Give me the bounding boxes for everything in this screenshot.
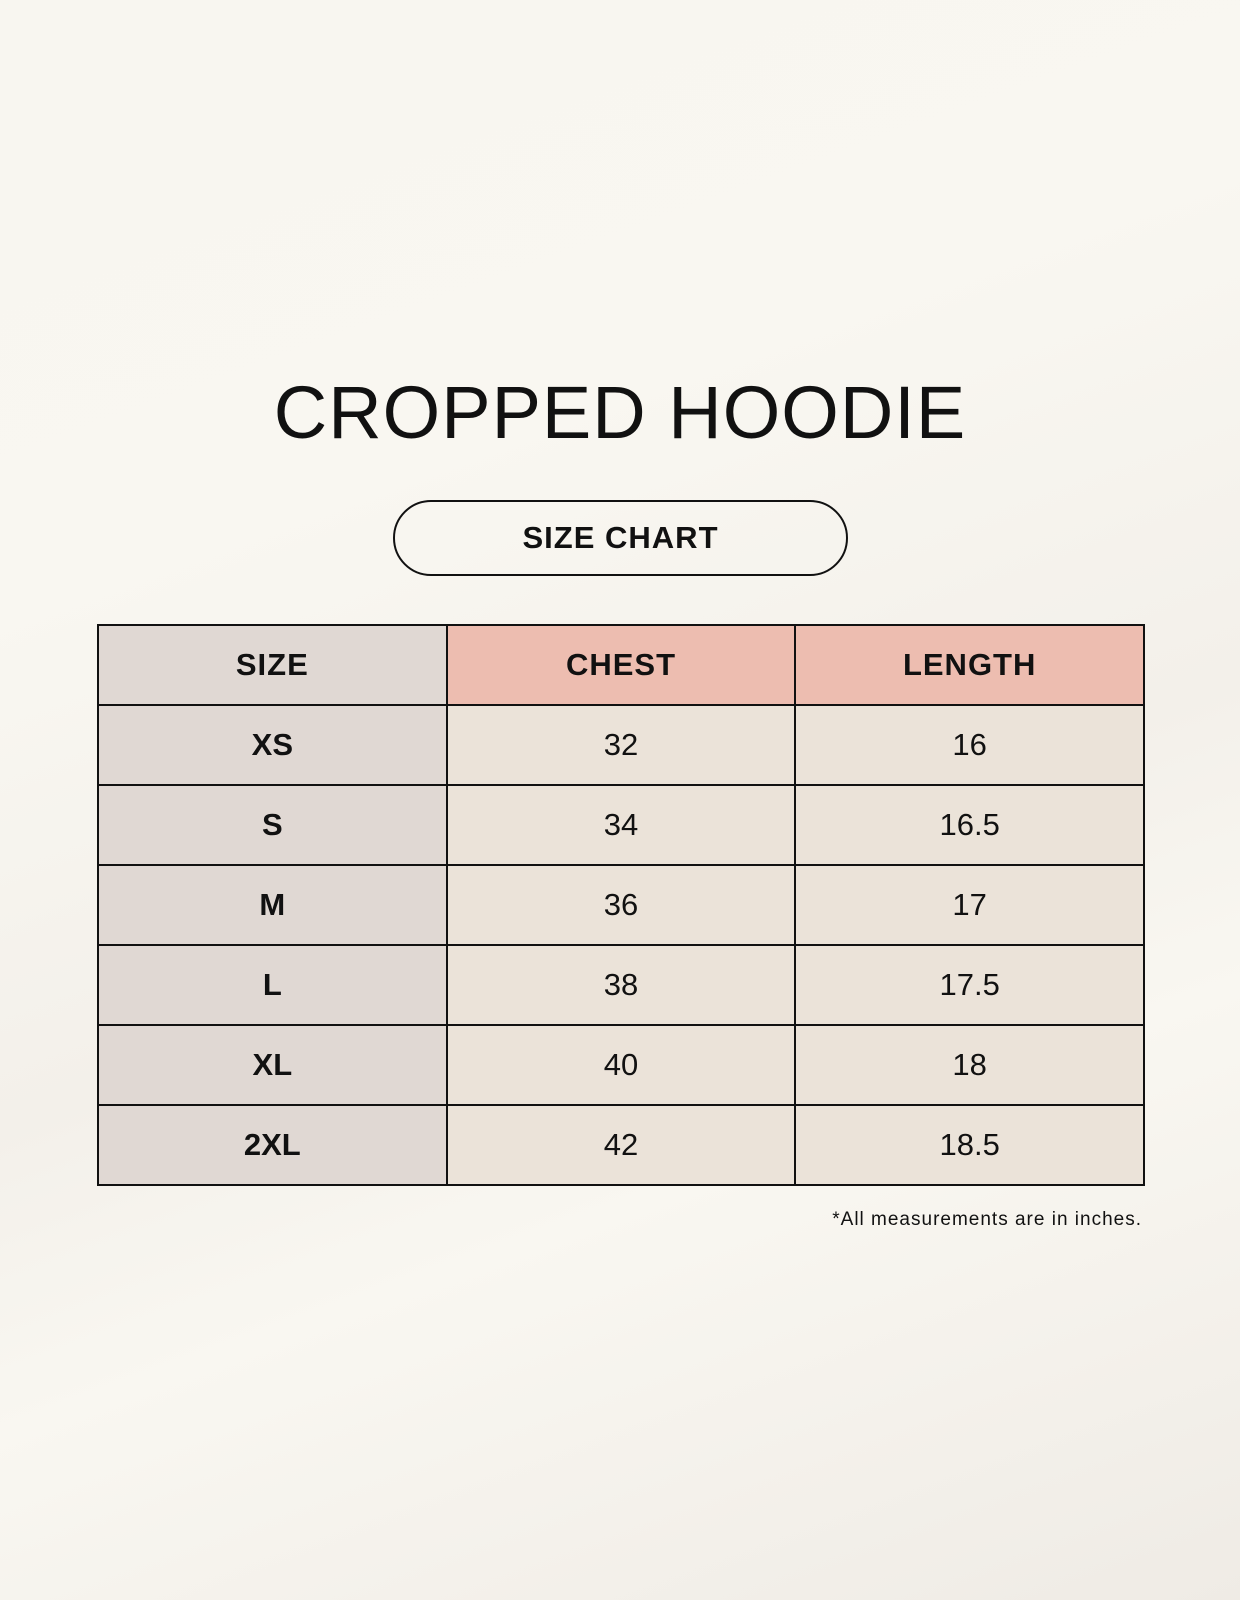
cell-length: 17.5 — [794, 944, 1145, 1026]
cell-chest: 38 — [445, 944, 797, 1026]
header-length: LENGTH — [794, 624, 1145, 706]
cell-chest: 36 — [445, 864, 797, 946]
table-row: S 34 16.5 — [97, 784, 1145, 866]
table-row: XS 32 16 — [97, 704, 1145, 786]
cell-size: 2XL — [97, 1104, 448, 1186]
cell-chest: 32 — [445, 704, 797, 786]
cell-chest: 40 — [445, 1024, 797, 1106]
cell-length: 16 — [794, 704, 1145, 786]
table-row: XL 40 18 — [97, 1024, 1145, 1106]
cell-size: XL — [97, 1024, 448, 1106]
header-chest: CHEST — [445, 624, 797, 706]
cell-length: 16.5 — [794, 784, 1145, 866]
cell-length: 18 — [794, 1024, 1145, 1106]
cell-size: S — [97, 784, 448, 866]
cell-chest: 34 — [445, 784, 797, 866]
cell-size: L — [97, 944, 448, 1026]
page-title: CROPPED HOODIE — [273, 371, 967, 454]
table-header-row: SIZE CHEST LENGTH — [97, 624, 1145, 706]
footnote: *All measurements are in inches. — [832, 1209, 1142, 1230]
cell-size: M — [97, 864, 448, 946]
cell-length: 18.5 — [794, 1104, 1145, 1186]
table-row: M 36 17 — [97, 864, 1145, 946]
cell-chest: 42 — [445, 1104, 797, 1186]
table-row: L 38 17.5 — [97, 944, 1145, 1026]
cell-length: 17 — [794, 864, 1145, 946]
size-table: SIZE CHEST LENGTH XS 32 16 S 34 16.5 M 36 17 L 38 1… — [97, 624, 1145, 1186]
size-chart-badge: SIZE CHART — [393, 500, 848, 576]
table-row: 2XL 42 18.5 — [97, 1104, 1145, 1186]
header-size: SIZE — [97, 624, 448, 706]
cell-size: XS — [97, 704, 448, 786]
